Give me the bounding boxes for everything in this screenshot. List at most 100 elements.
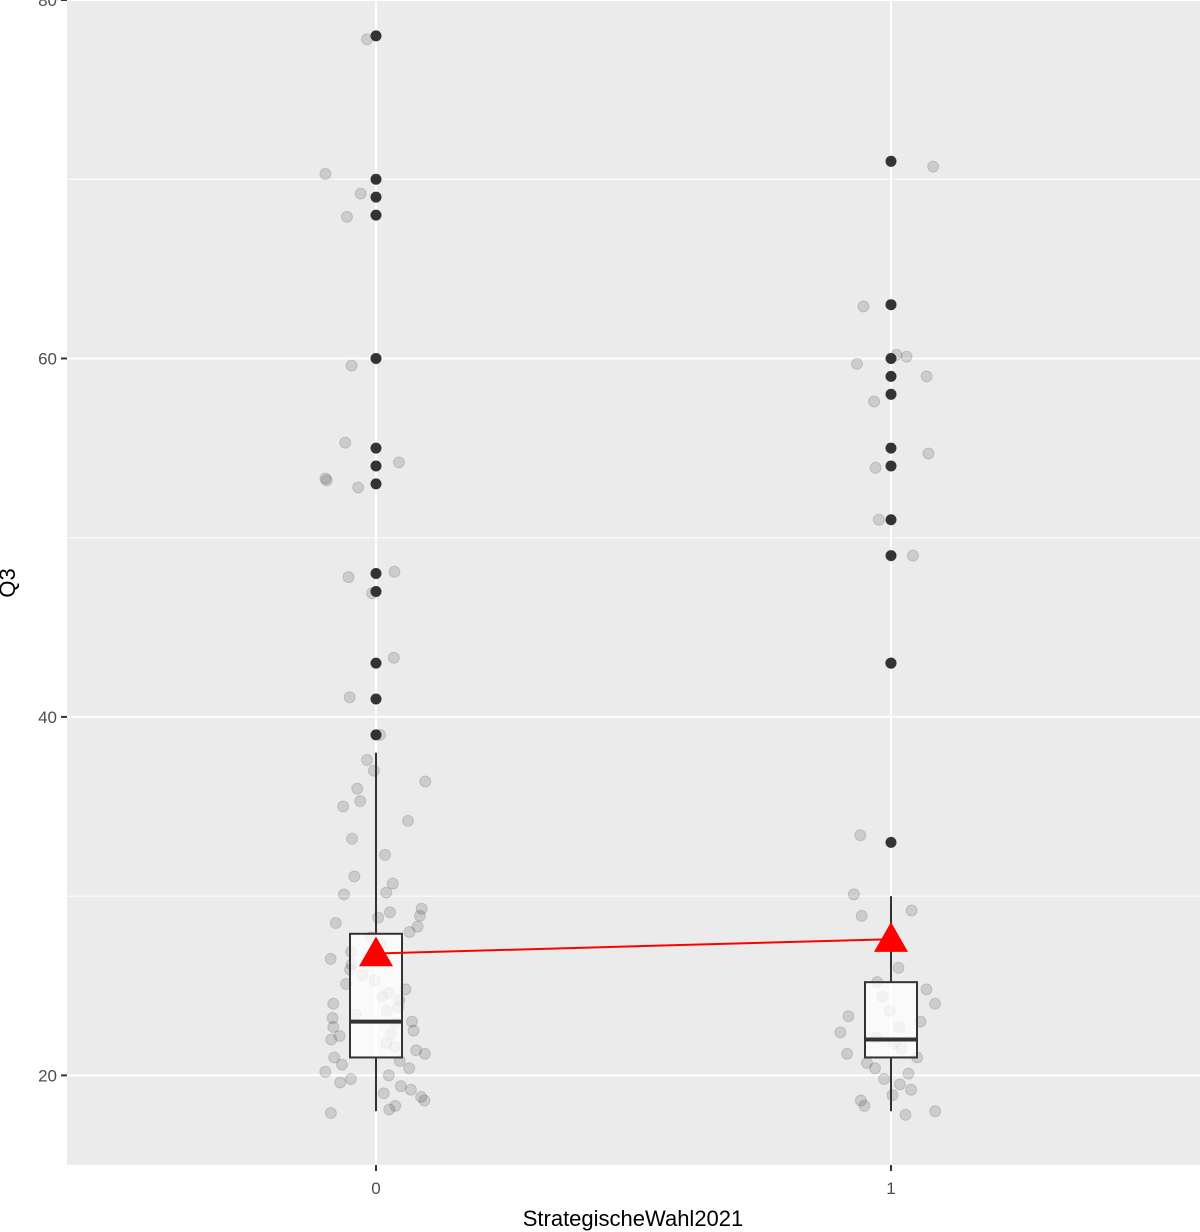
jitter-point [329,917,342,930]
jitter-point [403,926,416,938]
jitter-point [872,513,885,526]
jitter-point [834,1026,847,1039]
outlier-point [370,352,382,364]
mean-line [375,938,892,955]
jitter-point [841,1047,854,1060]
minor-grid-lines [67,178,1200,897]
outlier-point [885,352,897,364]
jitter-point [377,1087,390,1100]
jitter-point [372,911,385,924]
outlier-point [885,460,897,472]
jitter-point [858,1099,871,1112]
outlier-point [885,370,897,382]
jitter-point [929,1105,942,1118]
jitter-point [319,472,332,485]
jitter-point [419,775,432,788]
jitter-point [405,1015,418,1028]
jitter-point [842,1010,855,1023]
jitter-point [327,1020,340,1033]
jitter-point [367,764,380,777]
outlier-point [370,30,382,42]
jitter-point [905,904,918,917]
jitter-point [384,906,397,919]
outlier-point [370,657,382,669]
jitter-point [418,1047,431,1060]
jitter-point [343,691,356,704]
boxplots [349,752,918,1112]
outlier-point [885,155,897,167]
outlier-point [370,442,382,454]
x-tick-label: 1 [886,1179,895,1198]
outlier-point [885,550,897,562]
x-tick-label: 0 [371,1179,380,1198]
outlier-point [370,478,382,490]
outlier-point [885,388,897,400]
jitter-point [325,1033,338,1046]
jitter-point [387,651,400,664]
jitter-point [403,1062,416,1075]
jitter-point [324,952,337,965]
jitter-point [336,1058,349,1071]
jitter-point [361,753,374,766]
jitter-point [415,1090,428,1103]
y-axis: 20 40 60 80 [38,0,67,1085]
mean-marker [874,922,908,952]
jitter-point [333,1029,346,1042]
jitter-point [354,187,367,200]
jitter-point [415,902,428,915]
mean-markers [359,922,908,967]
jitter-point [326,1012,339,1025]
jitter-point [892,961,905,974]
jitter-point [334,1076,347,1089]
jitter-point [854,1094,867,1107]
jitter-point [351,782,364,795]
jitter-point [320,474,333,487]
jitter-point [869,461,882,474]
jitter-point [906,549,919,562]
jitter-point [899,1108,912,1121]
jitter-point [392,456,405,469]
jitter-point [345,359,358,372]
outlier-point [370,209,382,221]
jitter-point [348,870,361,883]
jitter-point [328,1051,341,1064]
box-body [864,981,918,1059]
jitter-point [893,1078,906,1091]
jitter-point [380,886,393,899]
mean-marker [359,936,393,967]
jitter-point [342,571,355,584]
outlier-point [370,568,382,580]
jitter-point [383,1103,396,1116]
jitter-point [340,210,353,223]
jitter-point [418,1094,431,1107]
jitter-point [407,1024,420,1037]
jitter-point [886,1089,899,1102]
y-tick-label: 40 [38,708,57,727]
jitter-point [319,1065,332,1078]
outlier-points [370,30,897,848]
outlier-point [370,173,382,185]
jitter-point [878,1072,891,1085]
jitter-point [352,481,365,494]
jitter-point [868,395,881,408]
jitter-point [404,1083,417,1096]
jitter-point [851,357,864,370]
jitter-point [319,167,332,180]
outlier-point [885,442,897,454]
outlier-point [885,299,897,311]
outlier-point [370,585,382,597]
jitter-point [869,1062,882,1075]
jitter-point [854,829,867,842]
jitter-point [337,800,350,813]
jitter-point [413,909,426,922]
outlier-point [885,514,897,526]
jitter-point [847,888,860,901]
jitter-point [379,848,392,861]
jitter-point [410,1044,423,1057]
jitter-point [354,795,367,808]
jitter-point [857,300,870,313]
jitter-point [394,1080,407,1093]
outlier-point [885,836,897,848]
jitter-point [337,888,350,901]
jitter-point [927,160,940,173]
